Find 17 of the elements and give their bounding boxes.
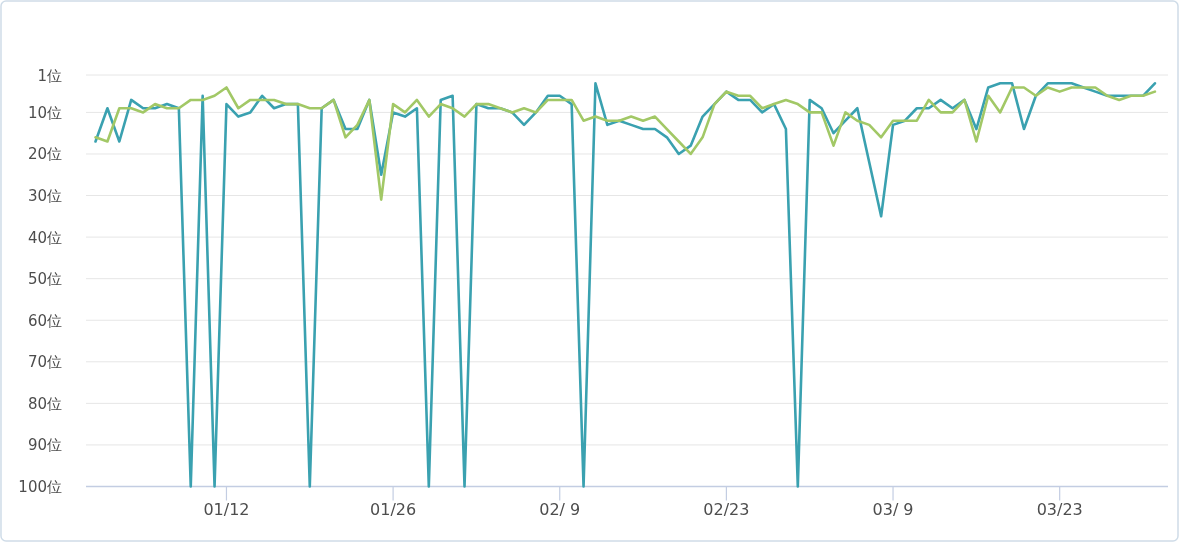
y-tick-label: 30位: [27, 187, 62, 206]
y-tick-label: 70位: [27, 353, 62, 372]
x-tick-label: 02/23: [703, 499, 750, 519]
y-tick-label: 60位: [27, 311, 62, 330]
y-tick-label: 40位: [27, 228, 62, 247]
y-tick-label: 100位: [18, 478, 62, 496]
x-tick-label: 03/23: [1036, 499, 1083, 519]
x-tick-label: 03/ 9: [872, 499, 914, 519]
y-tick-label: 90位: [27, 436, 62, 455]
x-tick-label: 02/ 9: [539, 499, 581, 519]
x-tick-label: 01/26: [370, 499, 417, 519]
y-tick-label: 1位: [37, 66, 62, 85]
y-tick-label: 50位: [27, 270, 62, 289]
y-tick-label: 10位: [27, 103, 62, 122]
x-tick-label: 01/12: [203, 499, 250, 519]
y-tick-label: 20位: [27, 145, 62, 164]
y-tick-label: 80位: [27, 394, 62, 413]
